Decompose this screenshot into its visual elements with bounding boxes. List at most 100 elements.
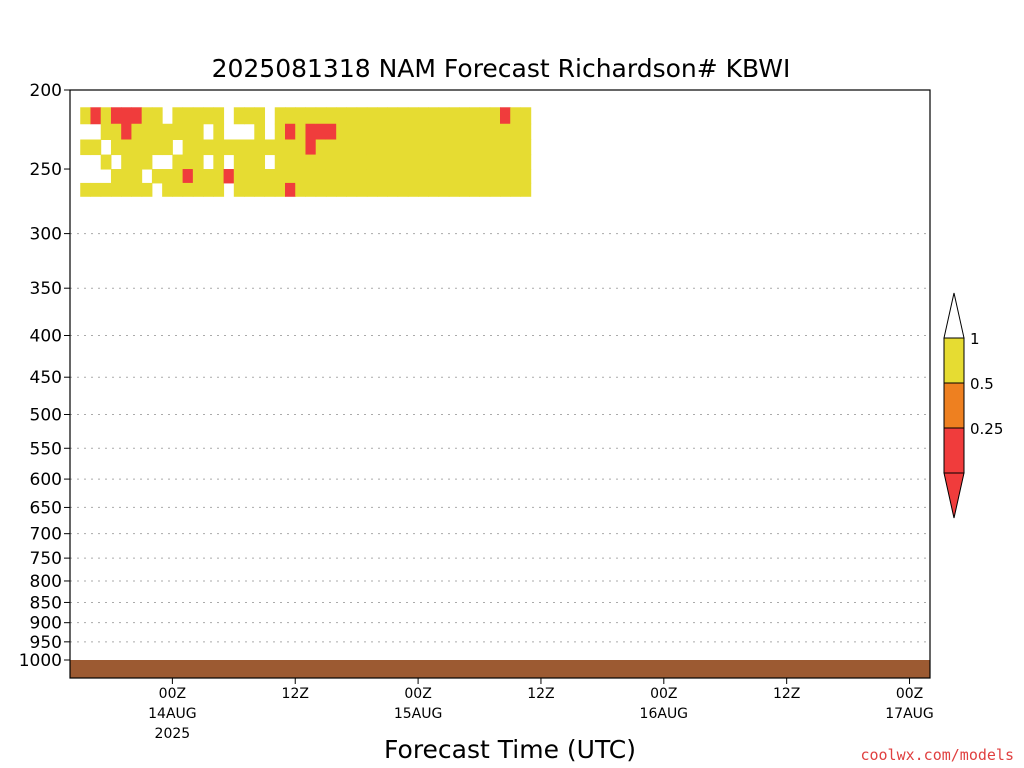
ri-cell xyxy=(203,169,214,184)
ri-cell xyxy=(459,123,470,140)
ri-cell xyxy=(305,154,317,170)
ri-cell xyxy=(254,154,266,170)
x-tick-label: 00Z xyxy=(896,686,923,702)
ri-cell xyxy=(520,182,532,197)
x-tick-date: 17AUG xyxy=(885,706,934,722)
ri-cell xyxy=(131,123,143,140)
ri-cell xyxy=(346,182,358,197)
ri-cell xyxy=(325,169,337,184)
ri-cell xyxy=(244,139,255,156)
ri-cell xyxy=(192,123,204,140)
ri-cell xyxy=(223,169,235,184)
ri-cell xyxy=(407,182,419,197)
ri-cell xyxy=(387,139,399,156)
ri-cell xyxy=(325,182,337,197)
ri-cell xyxy=(489,154,501,170)
ri-cell xyxy=(295,154,306,170)
y-axis: 200 250 300 350 400 450 500 550 600 650 700 750 8008… xyxy=(19,81,70,671)
ri-cell xyxy=(141,182,153,197)
ri-cell xyxy=(295,169,306,184)
ri-cell xyxy=(131,169,143,184)
ri-cell xyxy=(305,123,317,140)
ri-cell xyxy=(459,139,470,156)
ri-cell xyxy=(520,123,532,140)
ri-cell xyxy=(325,107,337,125)
ri-cell xyxy=(182,169,194,184)
y-tick-label: 950 xyxy=(30,633,62,653)
ri-cell xyxy=(110,123,122,140)
ri-cell xyxy=(336,169,347,184)
ri-cell xyxy=(438,107,450,125)
ri-cell xyxy=(387,107,399,125)
ri-cell xyxy=(305,182,317,197)
ri-cell xyxy=(407,169,419,184)
richardson-cells xyxy=(80,107,532,197)
ri-cell xyxy=(162,182,173,197)
ri-cell xyxy=(264,169,276,184)
ri-cell xyxy=(100,107,112,125)
ri-cell xyxy=(131,107,143,125)
ri-cell xyxy=(121,182,132,197)
ri-cell xyxy=(489,169,501,184)
y-tick-label: 700 xyxy=(30,525,62,545)
y-tick-label: 450 xyxy=(30,368,62,388)
ri-cell xyxy=(438,123,450,140)
ri-cell xyxy=(520,154,532,170)
y-tick-label: 200 xyxy=(30,81,62,101)
ri-cell xyxy=(285,169,296,184)
y-tick-label: 550 xyxy=(30,439,62,459)
ri-cell xyxy=(397,154,409,170)
ri-cell xyxy=(264,182,276,197)
colorbar-bottom-arrow xyxy=(943,472,965,519)
ri-cell xyxy=(356,182,368,197)
ri-cell xyxy=(254,107,266,125)
ri-cell xyxy=(418,123,429,140)
ri-cell xyxy=(346,107,358,125)
x-tick-label: 00Z xyxy=(159,686,186,702)
ri-cell xyxy=(387,169,399,184)
ri-cell xyxy=(377,169,388,184)
x-tick-date: 16AUG xyxy=(640,706,689,722)
ri-cell xyxy=(203,139,214,156)
ri-cell xyxy=(315,182,327,197)
ri-cell xyxy=(500,182,511,197)
ri-cell xyxy=(233,169,245,184)
ri-cell xyxy=(315,139,327,156)
ri-cell xyxy=(438,182,450,197)
ri-cell xyxy=(192,154,204,170)
ri-cell xyxy=(346,154,358,170)
ri-cell xyxy=(172,107,184,125)
ri-cell xyxy=(366,169,378,184)
ri-cell xyxy=(479,107,491,125)
ri-cell xyxy=(285,139,296,156)
ri-cell xyxy=(377,107,388,125)
ri-cell xyxy=(254,139,266,156)
ri-cell xyxy=(172,123,184,140)
ri-cell xyxy=(407,107,419,125)
ri-cell xyxy=(469,169,481,184)
y-tick-label: 600 xyxy=(30,470,62,490)
ri-cell xyxy=(233,107,245,125)
ri-cell xyxy=(315,154,327,170)
ri-cell xyxy=(428,154,440,170)
x-tick-label: 12Z xyxy=(773,686,800,702)
ri-cell xyxy=(244,107,255,125)
ri-cell xyxy=(182,123,194,140)
ri-cell xyxy=(151,169,163,184)
ri-cell xyxy=(305,107,317,125)
ri-cell xyxy=(285,107,296,125)
ri-cell xyxy=(418,182,429,197)
ri-cell xyxy=(336,123,347,140)
ri-cell xyxy=(336,139,347,156)
y-tick-label: 400 xyxy=(30,326,62,346)
ri-cell xyxy=(315,169,327,184)
y-tick-label: 900 xyxy=(30,614,62,634)
x-axis-label: Forecast Time (UTC) xyxy=(384,735,636,764)
ri-cell xyxy=(305,139,317,156)
ri-cell xyxy=(203,182,214,197)
ri-cell xyxy=(346,169,358,184)
plot-area xyxy=(69,89,931,679)
ri-cell xyxy=(366,154,378,170)
ri-cell xyxy=(459,169,470,184)
